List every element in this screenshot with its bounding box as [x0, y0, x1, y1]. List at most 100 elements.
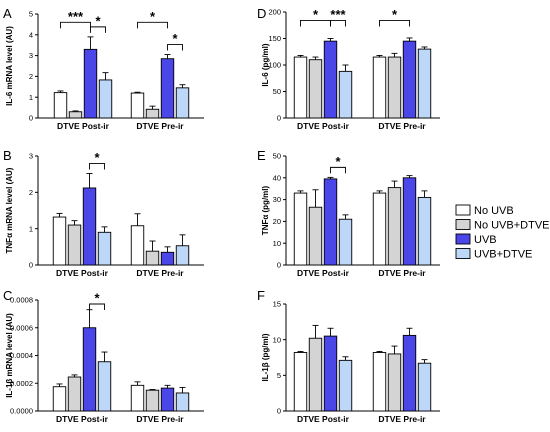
bar-uvb-dtve	[175, 87, 190, 119]
significance-bracket	[167, 44, 183, 51]
y-tick-label: 100	[268, 61, 281, 70]
significance-bracket	[137, 21, 168, 29]
category-label: DTVE Pre-ir	[378, 414, 426, 424]
bar-uvb	[402, 177, 417, 266]
bar-uvb-dtve	[417, 196, 432, 266]
legend-label: No UVB+DTVE	[474, 220, 550, 232]
category-label: DTVE Pre-ir	[136, 268, 184, 278]
significance-bracket	[379, 20, 410, 27]
y-tick-label: 2	[29, 188, 33, 197]
panel-d: D 0 50 100 150 200 IL-6 (pg/ml) DTVE Post-ir DTV…	[257, 6, 440, 131]
legend-swatch	[455, 204, 471, 216]
bar-no-uvb	[293, 56, 308, 119]
y-axis-label: IL-1β mRNA level (AU)	[5, 313, 14, 398]
bar-no-uvb-dtve	[308, 206, 323, 266]
legend-swatch	[455, 233, 471, 245]
bar-no-uvb-dtve	[67, 224, 82, 266]
y-tick-label: 0.0008	[10, 296, 33, 305]
bar-no-uvb-dtve	[68, 111, 83, 119]
significance-label: ***	[68, 9, 84, 24]
y-tick-label: 3	[29, 152, 33, 161]
y-axis-label: TNFα (pg/ml)	[261, 185, 270, 235]
significance-label: *	[94, 291, 100, 306]
panel-letter: B	[3, 148, 12, 163]
y-tick-label: 0.0000	[10, 407, 33, 416]
y-tick-label: 0	[277, 114, 281, 123]
bar-uvb	[160, 251, 175, 266]
significance-bracket	[89, 162, 105, 170]
bar-uvb	[82, 187, 97, 266]
y-tick-label: 200	[268, 8, 281, 17]
legend: No UVB No UVB+DTVE UVB UVB+DTVE	[455, 204, 550, 261]
y-tick-label: 10	[273, 335, 281, 344]
bar-uvb	[160, 387, 175, 412]
bar-no-uvb	[130, 225, 145, 266]
bar-no-uvb	[130, 384, 145, 412]
bar-no-uvb-dtve	[145, 108, 160, 119]
category-label: DTVE Pre-ir	[378, 121, 426, 131]
significance-label: *	[313, 7, 319, 22]
y-axis-label: IL-1β (pg/ml)	[261, 333, 270, 381]
legend-swatch	[455, 248, 471, 259]
y-axis-label: IL-6 mRNA level (AU)	[5, 26, 14, 106]
legend-label: UVB	[474, 234, 497, 246]
bar-uvb	[323, 178, 338, 266]
panel-f: F 0 5 10 15 IL-1β (pg/ml) DTVE Post-ir DTVE Pre…	[257, 288, 440, 424]
y-tick-label: 15	[273, 300, 281, 309]
bar-no-uvb-dtve	[308, 337, 323, 412]
category-label: DTVE Post-ir	[297, 268, 350, 278]
bar-uvb-dtve	[98, 79, 113, 119]
bar-no-uvb-dtve	[387, 353, 402, 412]
bar-no-uvb-dtve	[387, 56, 402, 119]
y-tick-label: 1	[29, 224, 33, 233]
category-label: DTVE Post-ir	[56, 268, 109, 278]
y-tick-label: 50	[273, 152, 281, 161]
significance-bracket	[60, 21, 91, 29]
bar-uvb-dtve	[338, 359, 353, 412]
y-axis-label: TNFα mRNA level (AU)	[5, 167, 14, 253]
bar-uvb-dtve	[175, 392, 190, 412]
bar-no-uvb	[52, 386, 67, 412]
bar-no-uvb	[130, 92, 145, 119]
panel-e: E 0 10 20 30 40 50 TNFα (pg/ml) DTVE Post-ir DTVE…	[257, 148, 440, 278]
bar-uvb-dtve	[417, 48, 432, 119]
legend-label: UVB+DTVE	[474, 249, 532, 261]
bar-no-uvb	[372, 192, 387, 266]
significance-label: *	[392, 7, 398, 22]
bar-uvb	[82, 327, 97, 412]
y-tick-label: 0	[29, 261, 33, 270]
category-label: DTVE Post-ir	[297, 414, 350, 424]
panel-letter: A	[3, 6, 12, 21]
significance-bracket	[89, 303, 105, 310]
y-tick-label: 0	[277, 261, 281, 270]
y-tick-label: 30	[273, 195, 281, 204]
legend-label: No UVB	[474, 205, 514, 217]
panel-letter: F	[257, 288, 265, 303]
bar-uvb	[83, 48, 98, 119]
significance-bracket	[330, 166, 346, 174]
significance-label: *	[150, 9, 156, 24]
significance-label: *	[335, 154, 341, 169]
y-tick-label: 0	[277, 407, 281, 416]
bar-uvb	[323, 335, 338, 412]
y-tick-label: 0.0002	[10, 379, 33, 388]
panel-b: B 0 1 2 3 TNFα mRNA level (AU) DTVE Post-ir DTV…	[3, 148, 204, 278]
category-label: DTVE Post-ir	[56, 414, 109, 424]
y-tick-label: 3	[29, 51, 33, 60]
panel-c: C 0.0000 0.0002 0.0004 0.0006 0.0008 IL-1β mRN…	[3, 288, 204, 424]
bar-no-uvb-dtve	[145, 389, 160, 412]
y-tick-label: 150	[268, 34, 281, 43]
category-label: DTVE Pre-ir	[136, 121, 184, 131]
bar-uvb-dtve	[338, 218, 353, 266]
bar-uvb	[323, 40, 338, 119]
significance-label: *	[172, 31, 178, 46]
bar-no-uvb	[52, 216, 67, 266]
significance-label: *	[95, 13, 101, 28]
significance-bracket	[90, 26, 106, 33]
category-label: DTVE Post-ir	[57, 121, 110, 131]
category-label: DTVE Post-ir	[297, 121, 350, 131]
y-tick-label: 10	[273, 239, 281, 248]
panel-letter: C	[3, 288, 12, 303]
y-axis-label: IL-6 (pg/ml)	[261, 43, 270, 86]
bar-uvb	[402, 334, 417, 412]
